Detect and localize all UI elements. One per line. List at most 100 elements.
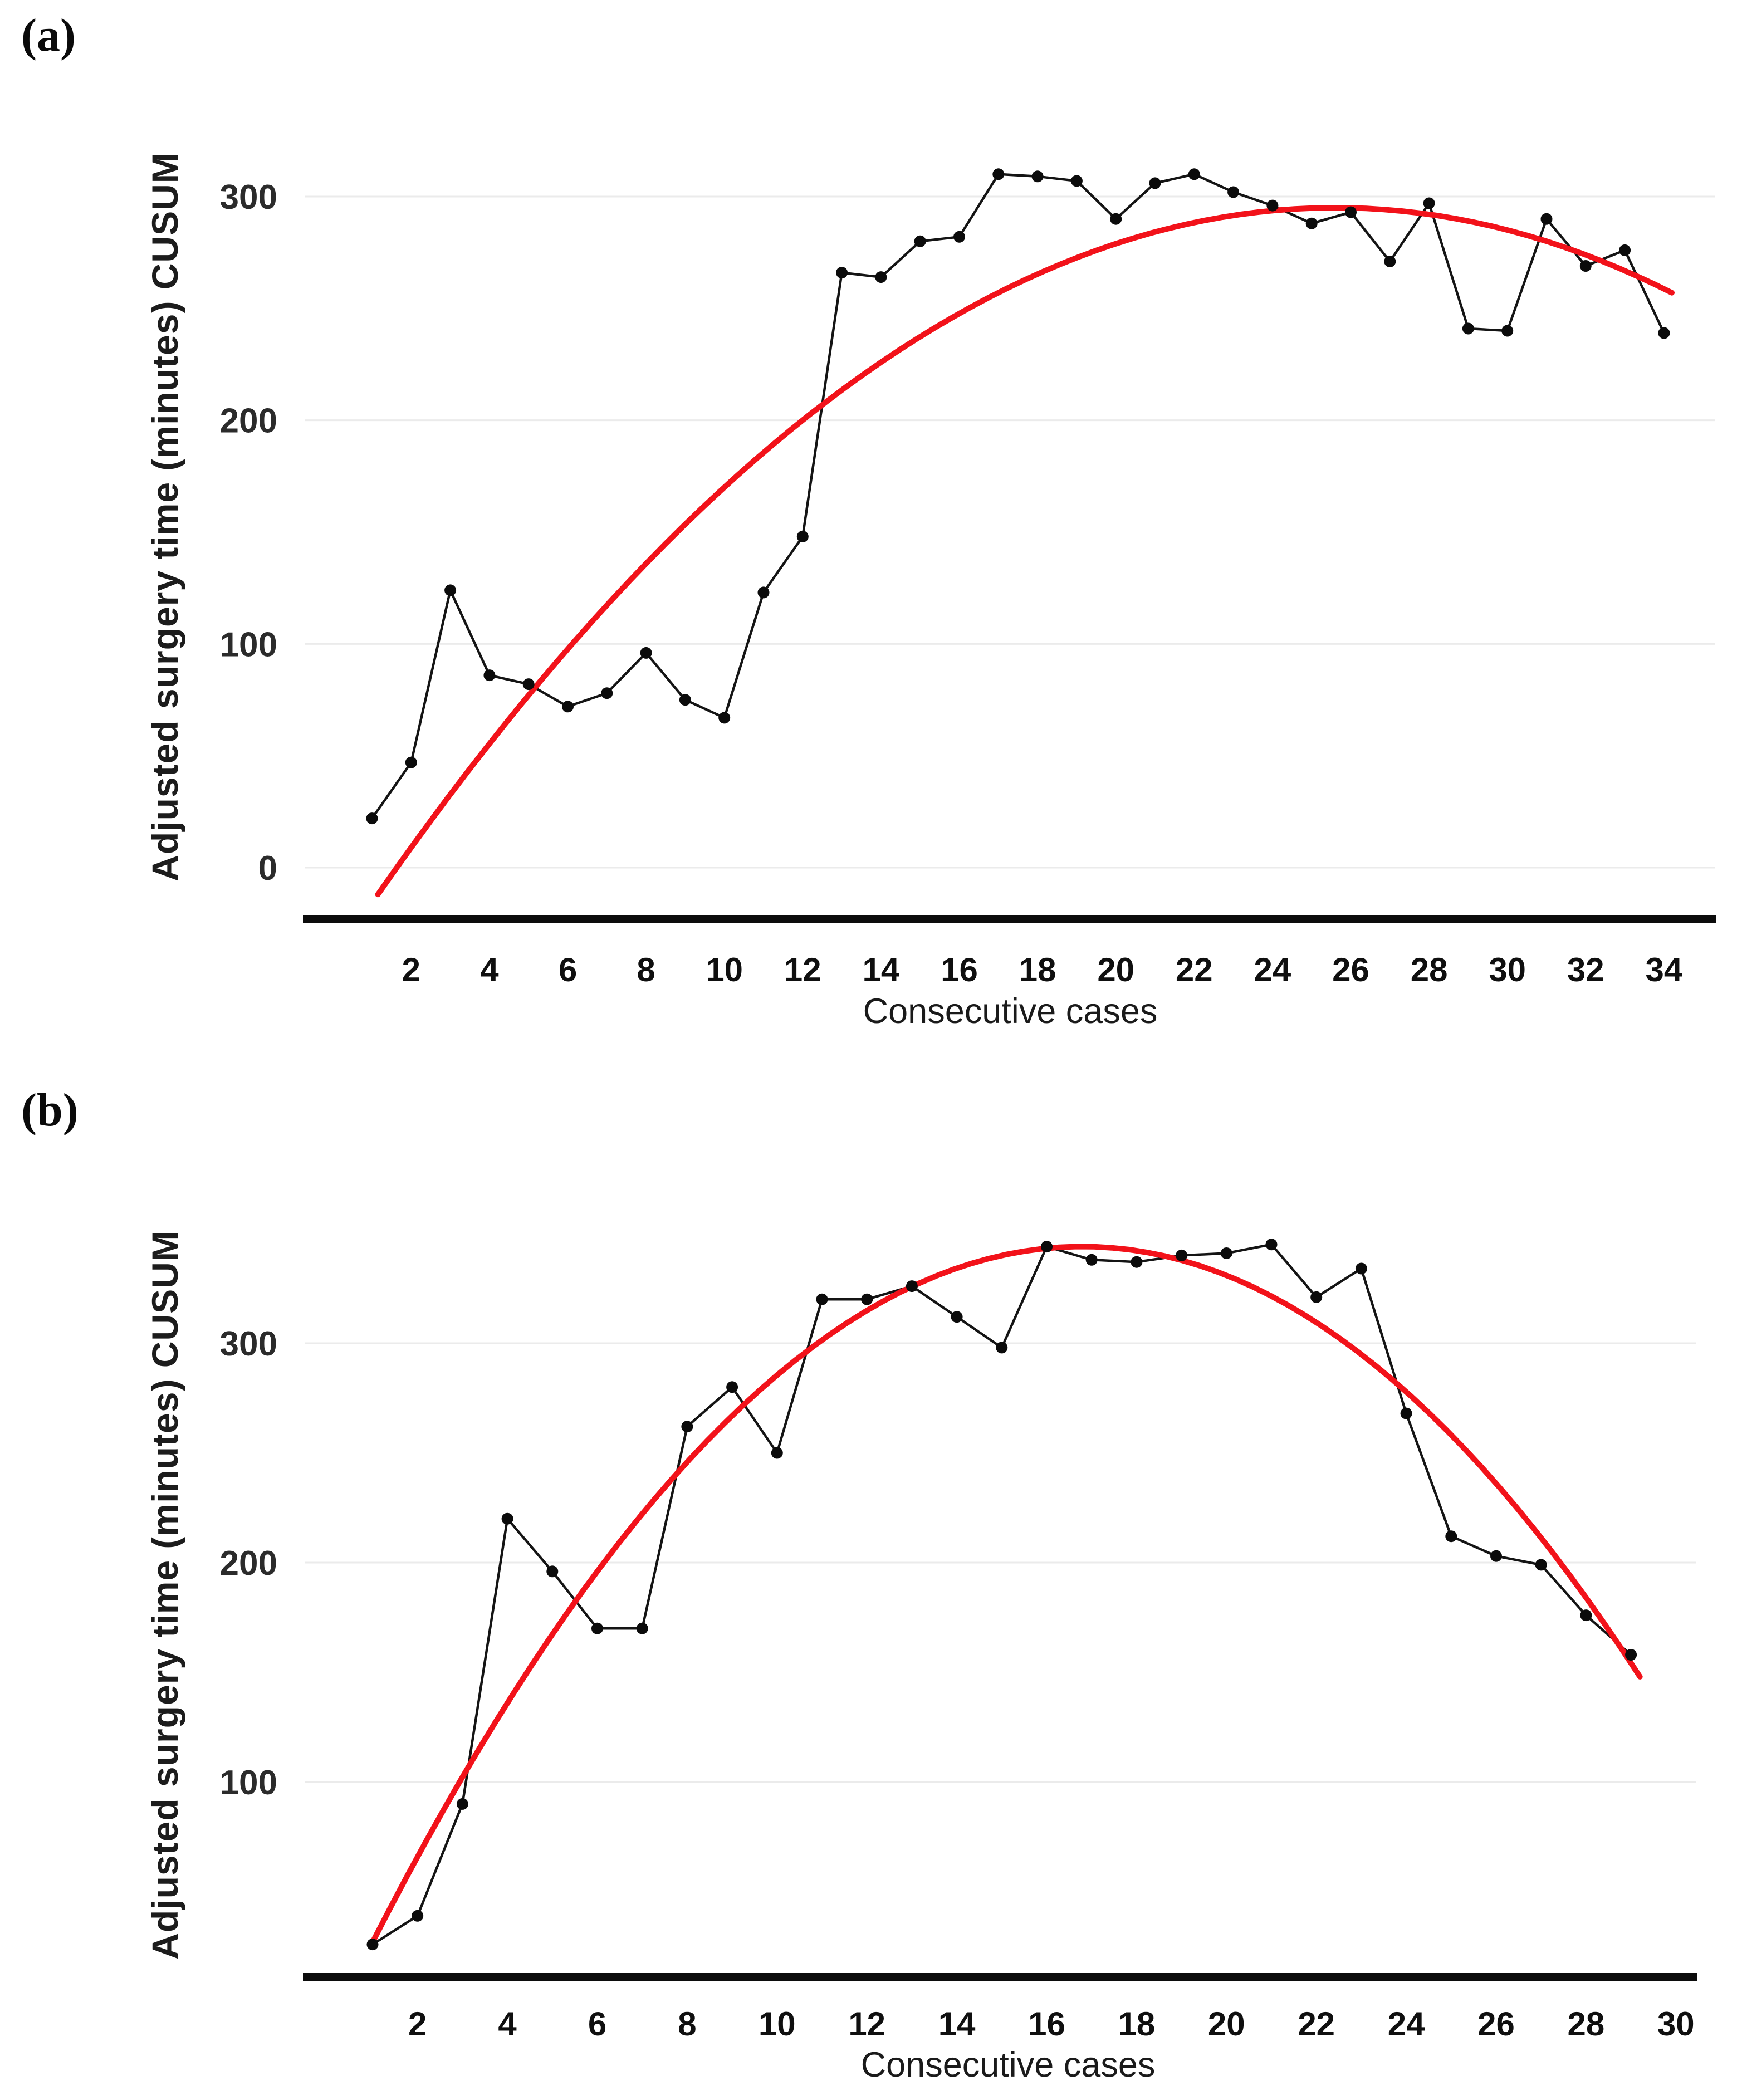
panel-b-label: (b) (21, 1084, 79, 1136)
data-point-a (679, 694, 691, 706)
data-point-b (412, 1910, 424, 1922)
x-tick-label-a: 28 (1411, 951, 1448, 988)
x-axis-title-a: Consecutive cases (863, 992, 1158, 1031)
panel-a-label: (a) (21, 9, 76, 61)
data-point-b (591, 1622, 603, 1634)
data-point-b (366, 1939, 379, 1951)
data-point-b (951, 1311, 963, 1323)
y-tick-label-a: 200 (220, 402, 277, 440)
y-axis-title-a: Adjusted surgery time (minutes) CUSUM (144, 152, 185, 882)
x-tick-label-b: 16 (1028, 2005, 1065, 2043)
x-tick-label-a: 10 (706, 951, 743, 988)
data-point-a (953, 231, 965, 243)
data-point-a (1619, 244, 1631, 256)
data-point-a (992, 168, 1005, 180)
y-tick-label-a: 0 (258, 849, 277, 888)
data-point-b (726, 1381, 738, 1393)
x-tick-label-b: 10 (759, 2005, 796, 2043)
data-point-a (522, 678, 535, 691)
x-tick-label-b: 4 (498, 2005, 517, 2043)
data-point-b (636, 1622, 648, 1634)
data-point-b (1355, 1262, 1367, 1275)
fit-curve-b (370, 1244, 1643, 1945)
x-tick-label-a: 32 (1567, 951, 1604, 988)
data-point-b (1041, 1241, 1053, 1253)
data-point-a (405, 756, 417, 768)
data-point-a (836, 267, 848, 279)
data-point-b (1625, 1649, 1637, 1661)
data-point-a (562, 701, 574, 713)
data-point-a (757, 586, 770, 599)
data-point-b (1535, 1559, 1547, 1571)
x-tick-label-a: 16 (941, 951, 978, 988)
y-tick-label-b: 100 (220, 1764, 277, 1802)
data-point-a (718, 712, 731, 724)
data-point-a (601, 687, 613, 699)
data-point-b (816, 1293, 828, 1305)
x-tick-label-b: 2 (408, 2005, 427, 2043)
data-point-a (1345, 206, 1357, 218)
data-point-b (996, 1342, 1008, 1354)
data-point-a (1070, 175, 1083, 187)
x-tick-label-b: 12 (848, 2005, 885, 2043)
data-point-b (1131, 1256, 1143, 1268)
data-point-a (796, 531, 809, 542)
x-tick-label-a: 14 (863, 951, 900, 988)
data-point-b (1310, 1291, 1323, 1303)
data-point-b (1220, 1247, 1232, 1259)
cusum-series-line-a (371, 173, 1665, 819)
x-tick-label-b: 18 (1118, 2005, 1156, 2043)
x-tick-label-b: 20 (1208, 2005, 1245, 2043)
x-tick-label-a: 18 (1019, 951, 1056, 988)
data-point-b (861, 1293, 873, 1305)
data-point-a (875, 271, 887, 283)
y-tick-label-a: 100 (220, 625, 277, 664)
x-tick-label-b: 24 (1388, 2005, 1425, 2043)
data-point-a (1579, 260, 1592, 272)
x-tick-label-a: 20 (1097, 951, 1134, 988)
data-point-a (1423, 197, 1435, 209)
data-point-b (906, 1280, 918, 1293)
x-tick-label-b: 8 (678, 2005, 696, 2043)
data-point-a (1188, 168, 1200, 180)
data-point-a (444, 584, 457, 596)
data-point-a (483, 669, 496, 682)
fit-curve-a (375, 204, 1675, 898)
data-point-a (1462, 322, 1474, 335)
data-point-b (1176, 1249, 1188, 1261)
data-point-a (1149, 177, 1161, 189)
x-tick-label-b: 22 (1298, 2005, 1335, 2043)
x-tick-label-b: 6 (588, 2005, 606, 2043)
data-point-b (546, 1565, 559, 1578)
y-tick-label-a: 300 (220, 178, 277, 217)
data-point-b (1265, 1239, 1278, 1251)
x-tick-label-a: 8 (637, 951, 655, 988)
data-point-a (1501, 325, 1514, 337)
data-point-b (456, 1798, 468, 1810)
data-point-a (1305, 217, 1318, 229)
y-tick-label-b: 200 (220, 1544, 277, 1583)
data-point-b (1490, 1550, 1502, 1562)
y-axis-title-b: Adjusted surgery time (minutes) CUSUM (144, 1230, 185, 1960)
x-tick-label-a: 34 (1646, 951, 1683, 988)
x-tick-label-a: 22 (1176, 951, 1213, 988)
data-point-a (1658, 327, 1670, 339)
data-point-b (771, 1447, 783, 1459)
x-axis-title-b: Consecutive cases (860, 2045, 1156, 2084)
data-point-a (640, 647, 652, 659)
x-tick-label-a: 30 (1489, 951, 1526, 988)
data-point-b (1445, 1530, 1457, 1543)
data-point-b (1400, 1407, 1412, 1419)
data-point-b (501, 1512, 513, 1525)
x-tick-label-a: 4 (480, 951, 499, 988)
data-point-a (366, 812, 378, 825)
x-tick-label-a: 26 (1332, 951, 1369, 988)
x-tick-label-b: 14 (938, 2005, 976, 2043)
x-tick-label-b: 26 (1477, 2005, 1515, 2043)
data-point-a (1540, 213, 1553, 225)
data-point-a (1266, 199, 1279, 212)
data-point-b (681, 1421, 693, 1433)
data-point-b (1085, 1254, 1098, 1266)
